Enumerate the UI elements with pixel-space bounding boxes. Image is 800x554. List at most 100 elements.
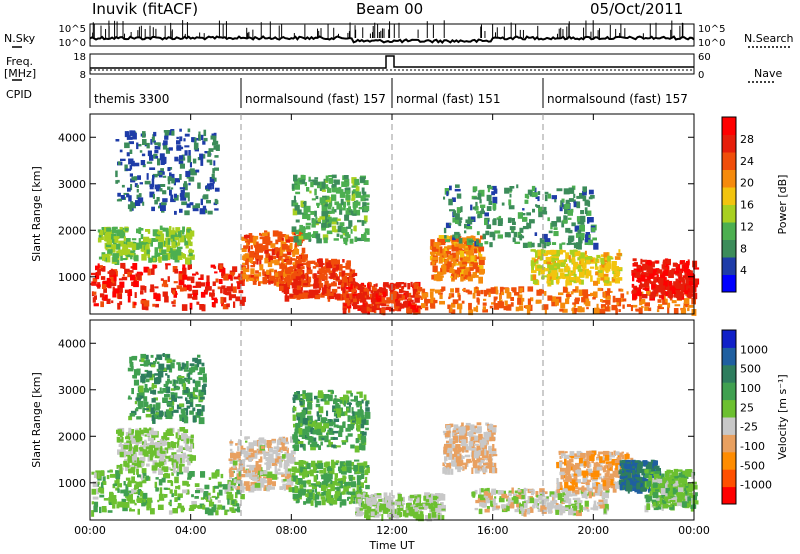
data-cell [153, 140, 156, 144]
data-cell [598, 273, 604, 276]
data-cell [573, 262, 579, 267]
data-cell [449, 223, 452, 226]
data-cell [462, 261, 468, 265]
data-cell [335, 279, 341, 282]
data-cell [114, 288, 120, 294]
data-cell [334, 462, 339, 466]
data-cell [444, 432, 450, 438]
data-cell [153, 292, 157, 300]
data-cell [243, 234, 250, 239]
data-cell [358, 486, 362, 490]
data-cell [428, 513, 433, 519]
data-cell [362, 512, 365, 515]
data-cell [129, 173, 133, 177]
data-cell [498, 301, 504, 309]
data-cell [511, 287, 517, 291]
data-cell [324, 486, 328, 489]
data-cell [457, 267, 461, 270]
data-cell [149, 288, 155, 293]
data-cell [325, 481, 329, 487]
data-cell [642, 259, 647, 263]
data-cell [445, 222, 451, 229]
data-cell [321, 491, 326, 496]
data-cell [103, 498, 109, 501]
data-cell [346, 293, 352, 298]
data-cell [559, 243, 563, 250]
data-cell [165, 252, 172, 258]
data-cell [640, 258, 643, 265]
data-cell [679, 260, 683, 265]
data-cell [201, 134, 204, 141]
data-cell [251, 452, 258, 459]
data-cell [587, 217, 590, 224]
data-cell [583, 507, 589, 510]
data-cell [471, 450, 475, 457]
data-cell [365, 499, 370, 505]
data-cell [507, 217, 512, 223]
data-cell [115, 229, 119, 234]
data-cell [488, 201, 493, 205]
data-cell [176, 285, 183, 290]
data-cell [641, 306, 644, 309]
data-cell [127, 455, 133, 463]
data-cell [443, 248, 448, 255]
data-cell [450, 274, 455, 278]
data-cell [288, 487, 294, 493]
y-tick-label: 4000 [58, 131, 86, 144]
data-cell [555, 255, 559, 261]
data-cell [352, 296, 356, 299]
data-cell [439, 253, 442, 259]
data-cell [236, 468, 240, 473]
data-cell [165, 441, 169, 446]
data-cell [246, 242, 249, 246]
data-cell [466, 254, 471, 257]
data-cell [266, 269, 270, 275]
data-cell [650, 268, 656, 273]
data-cell [287, 247, 292, 252]
data-cell [160, 450, 166, 454]
data-cell [143, 237, 146, 242]
data-cell [253, 276, 259, 279]
data-cell [157, 242, 163, 249]
data-cell [580, 258, 585, 266]
data-cell [295, 478, 299, 485]
data-cell [148, 257, 152, 263]
data-cell [153, 445, 160, 451]
data-cell [473, 307, 477, 312]
data-cell [667, 293, 674, 298]
data-cell [425, 502, 430, 506]
data-cell [343, 285, 346, 289]
data-cell [190, 455, 196, 461]
data-cell [149, 445, 154, 452]
data-cell [217, 286, 221, 290]
data-cell [636, 279, 639, 282]
data-cell [454, 433, 457, 436]
data-cell [346, 208, 351, 215]
data-cell [380, 297, 385, 304]
data-cell [351, 185, 357, 188]
data-cell [275, 239, 279, 245]
data-cell [605, 295, 611, 300]
data-cell [124, 131, 129, 138]
data-cell [203, 491, 209, 497]
data-cell [335, 266, 339, 271]
data-cell [235, 443, 238, 446]
data-cell [281, 285, 288, 293]
data-cell [249, 250, 255, 258]
data-cell [347, 306, 351, 313]
data-cell [600, 288, 604, 291]
cpid-segment-label: normal (fast) 151 [396, 92, 500, 106]
freq-label: Freq. [6, 55, 34, 68]
data-cell [571, 250, 575, 256]
data-cell [325, 210, 330, 214]
data-cell [264, 462, 268, 465]
data-cell [466, 459, 471, 464]
data-cell [371, 297, 377, 305]
data-cell [212, 168, 215, 174]
data-cell [301, 239, 305, 242]
data-cell [121, 227, 127, 230]
data-cell [562, 286, 568, 293]
data-cell [305, 493, 309, 497]
data-cell [402, 502, 406, 505]
data-cell [137, 508, 140, 515]
